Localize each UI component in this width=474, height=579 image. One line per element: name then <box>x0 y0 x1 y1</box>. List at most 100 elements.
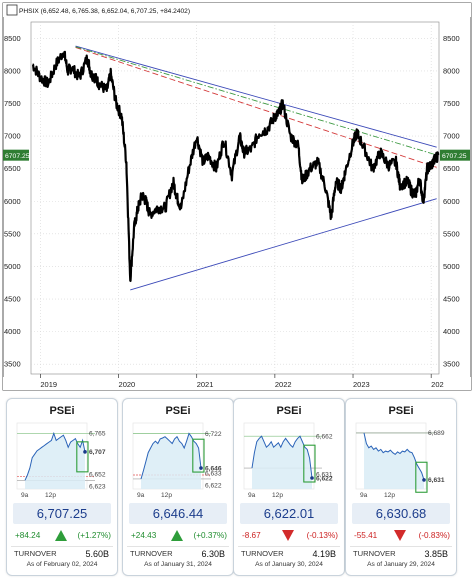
y-tick-label-right: 6000 <box>443 197 460 206</box>
y-tick-label-right: 4500 <box>443 295 460 304</box>
change-percent: (-0.13%) <box>306 531 338 540</box>
turnover-value: 6.30B <box>201 549 225 559</box>
mini-line <box>363 432 425 481</box>
arrow-down-icon <box>394 530 406 541</box>
plot-area <box>30 21 440 375</box>
mini-x-label: 12p <box>161 492 172 499</box>
trendline-upper <box>75 45 437 148</box>
last-price-tag-left <box>3 149 29 161</box>
y-tick-label-left: 7000 <box>4 132 21 141</box>
y-tick-label-right: 5000 <box>443 262 460 271</box>
last-point <box>83 450 87 454</box>
y-tick-label-left: 8500 <box>4 34 21 43</box>
change-percent: (+0.37%) <box>193 531 227 540</box>
turnover-value: 4.19B <box>312 549 336 559</box>
highlight-box <box>415 461 428 493</box>
card-price: 6,622.01 <box>240 503 338 524</box>
last-point <box>199 466 203 470</box>
change-percent: (-0.83%) <box>418 531 450 540</box>
card-price: 6,707.25 <box>13 503 111 524</box>
card-change: +84.24 (+1.27%) <box>11 528 113 544</box>
level-open-label: 6,622 <box>205 482 222 489</box>
y-tick-label-left: 8000 <box>4 66 21 75</box>
y-tick-label-right: 7000 <box>443 132 460 141</box>
turnover-label: TURNOVER <box>353 549 396 558</box>
price-labels: 6707.25 6707.25 <box>3 149 470 161</box>
y-tick-label-left: 4500 <box>4 295 21 304</box>
level-open-label: 6,631 <box>316 471 333 478</box>
last-point <box>310 476 314 480</box>
card-title: PSEi <box>49 405 75 417</box>
turnover-value: 3.85B <box>424 549 448 559</box>
x-axis: 2019 2020 2021 2022 2023 202 <box>3 374 471 390</box>
psei-card[interactable]: PSEi 6,689 6,631 9a 12p 6,630.68 -55.41 (-0.83%… <box>345 398 457 576</box>
card-title: PSEi <box>276 405 302 417</box>
turnover-label: TURNOVER <box>241 549 284 558</box>
arrow-down-icon <box>282 530 294 541</box>
y-tick-label-left: 6000 <box>4 197 21 206</box>
turnover-label: TURNOVER <box>14 549 57 558</box>
y-tick-label-right: 4000 <box>443 327 460 336</box>
y-tick-label-right: 7500 <box>443 99 460 108</box>
mini-x-label: 9a <box>137 492 145 499</box>
arrow-up-icon <box>171 530 183 541</box>
change-percent: (+1.27%) <box>77 531 111 540</box>
mini-x-label: 9a <box>21 492 29 499</box>
mini-chart: 6,765 6,707 6,652 6,623 9a 12p <box>16 422 106 499</box>
card-title: PSEi <box>165 405 191 417</box>
highlight-box <box>303 444 316 483</box>
mini-x-label: 12p <box>45 492 56 499</box>
mini-line <box>24 431 86 481</box>
psei-card[interactable]: PSEi 6,722 6,646 6,633 6,622 9a 12p 6,646.44 +24… <box>122 398 234 576</box>
y-tick-label-left: 4000 <box>4 327 21 336</box>
card-title: PSEi <box>388 405 414 417</box>
turnover-value: 5.60B <box>85 549 109 559</box>
card-asof: As of February 02, 2024 <box>26 561 98 568</box>
card-turnover: TURNOVER 3.85B <box>350 546 452 561</box>
mini-x-label: 9a <box>360 492 368 499</box>
change-points: -8.67 <box>242 531 261 540</box>
main-chart-svg: PHSIX (6,652.48, 6,765.38, 6,652.04, 6,7… <box>2 2 472 391</box>
highlight-box <box>192 438 205 473</box>
card-change: -55.41 (-0.83%) <box>350 528 452 544</box>
level-last-label: 6,646 <box>205 465 222 472</box>
x-axis-band <box>3 377 471 390</box>
chart-menu-icon[interactable] <box>6 4 18 16</box>
psei-card[interactable]: PSEi 6,662 6,622 6,631 9a 12p 6,622.01 -8.67 (-0… <box>233 398 345 576</box>
arrow-up-icon <box>55 530 67 541</box>
mini-x-label: 12p <box>272 492 283 499</box>
price-line <box>32 50 440 282</box>
x-tick-label: 202 <box>431 380 444 389</box>
level-prevclose-label: 6,652 <box>89 472 106 479</box>
highlight-box <box>76 441 89 473</box>
trendline-dashed <box>75 46 437 168</box>
psei-card[interactable]: PSEi 6,765 6,707 6,652 6,623 9a 12p 6,707.25 +84… <box>6 398 118 576</box>
mini-chart: 6,689 6,631 9a 12p <box>355 422 445 499</box>
y-tick-label-right: 5500 <box>443 229 460 238</box>
card-change: -8.67 (-0.13%) <box>238 528 340 544</box>
price-series <box>32 50 440 282</box>
trendline-lower <box>130 198 437 291</box>
y-tick-label-right: 6500 <box>443 164 460 173</box>
x-tick-label: 2020 <box>119 380 136 389</box>
level-high-label: 6,689 <box>428 430 445 437</box>
trendline-dashdot <box>75 46 437 156</box>
x-tick-label: 2022 <box>275 380 292 389</box>
y-tick-label-right: 3500 <box>443 360 460 369</box>
x-tick-label: 2021 <box>197 380 214 389</box>
x-tick-label: 2023 <box>353 380 370 389</box>
y-tick-label-right: 8000 <box>443 66 460 75</box>
chart-header-text: PHSIX (6,652.48, 6,765.38, 6,652.04, 6,7… <box>19 8 190 15</box>
last-point <box>422 478 426 482</box>
last-price-text: 6707.25 <box>442 153 467 160</box>
mini-area <box>141 433 201 489</box>
mini-area <box>364 432 424 489</box>
level-last-label: 6,707 <box>89 449 106 456</box>
trendlines <box>75 45 437 291</box>
card-asof: As of January 30, 2024 <box>255 561 323 568</box>
level-open-label: 6,623 <box>89 484 106 491</box>
mini-x-label: 9a <box>248 492 256 499</box>
y-axis: 8500 8500 8000 8000 7500 7500 7000 7000 6500 6500… <box>4 34 460 369</box>
mini-area <box>25 433 85 489</box>
